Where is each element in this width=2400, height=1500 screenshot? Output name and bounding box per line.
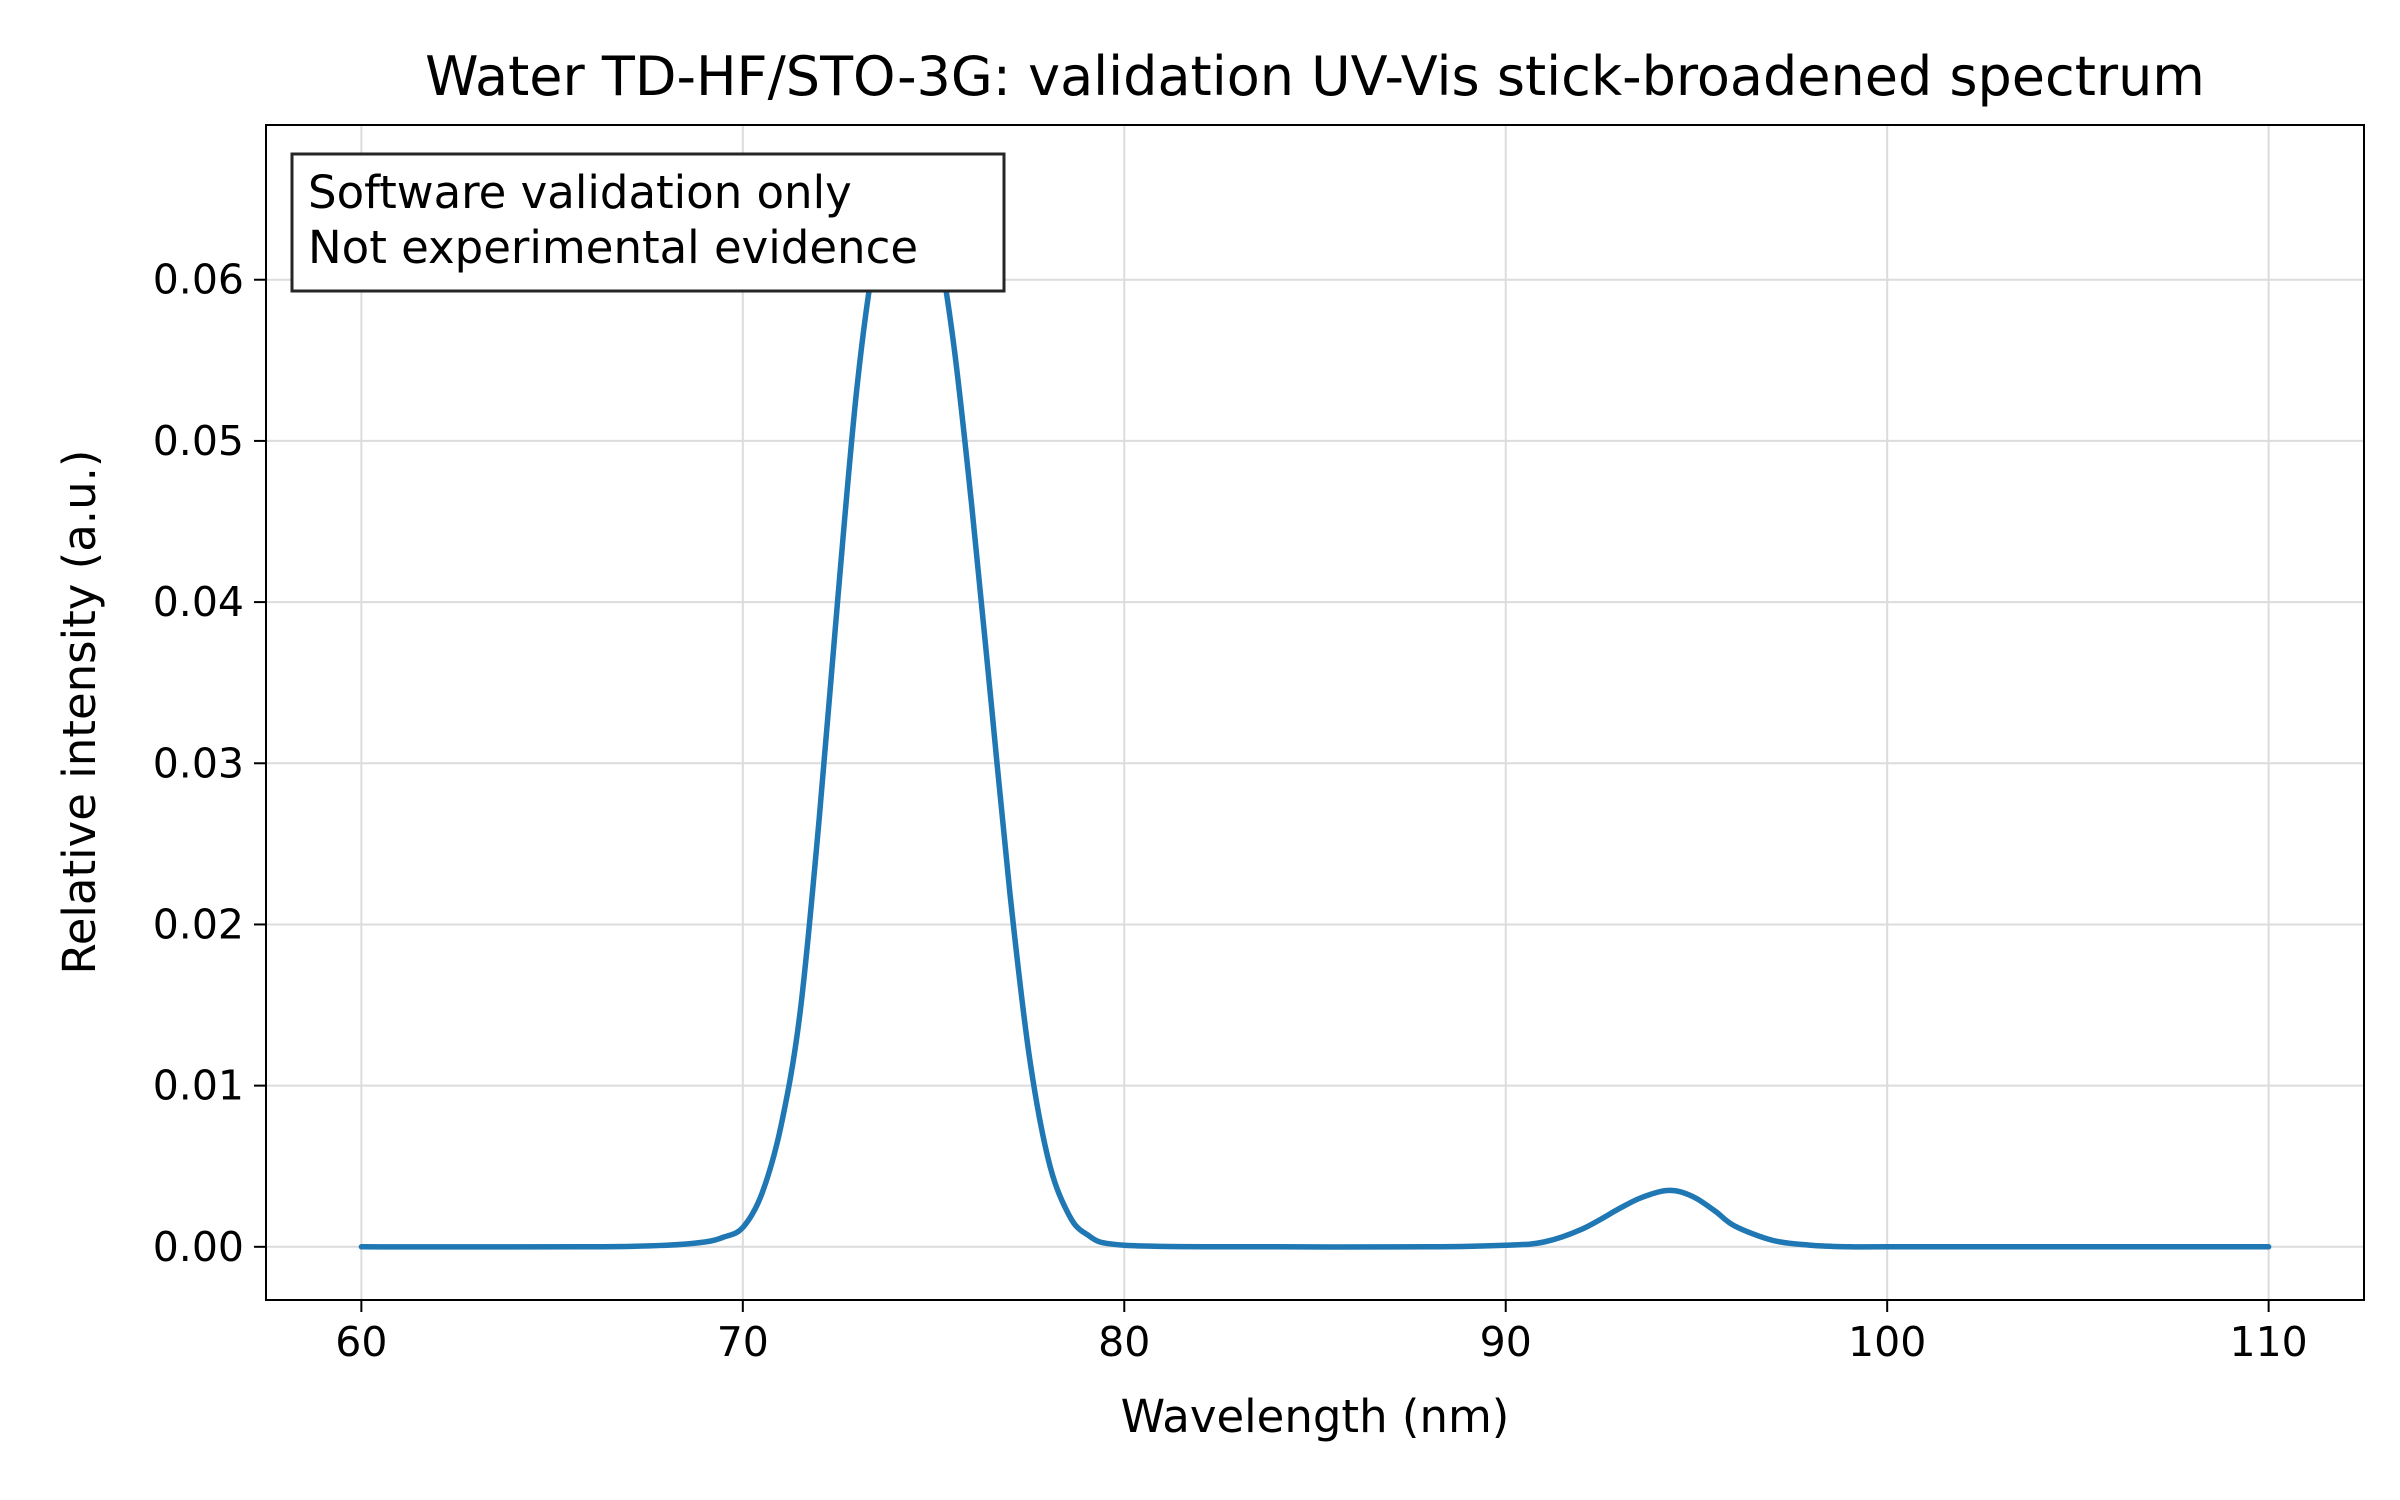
y-axis-label: Relative intensity (a.u.) (53, 450, 106, 975)
x-tick-label: 70 (717, 1318, 769, 1366)
x-tick-label: 80 (1098, 1318, 1150, 1366)
y-tick-label: 0.02 (153, 900, 244, 948)
y-tick-label: 0.06 (153, 256, 244, 304)
y-tick-label: 0.00 (153, 1223, 244, 1271)
validation-note: Software validation only Not experimenta… (290, 152, 1006, 293)
y-tick-label: 0.05 (153, 417, 244, 465)
x-axis: 60 70 80 90 100 110 (335, 1300, 2308, 1366)
y-tick-label: 0.03 (153, 739, 244, 787)
x-tick-label: 100 (1848, 1318, 1926, 1366)
x-tick-label: 110 (2230, 1318, 2308, 1366)
plot-frame (265, 124, 2365, 1301)
validation-note-line-1: Software validation only (308, 166, 852, 219)
y-axis: 0.00 0.01 0.02 0.03 0.04 0.05 0.06 (153, 256, 266, 1271)
spectrum-line (358, 175, 2272, 1250)
grid-lines (266, 125, 2364, 1300)
chart-title: Water TD-HF/STO-3G: validation UV-Vis st… (425, 45, 2205, 108)
y-tick-label: 0.04 (153, 578, 244, 626)
y-tick-label: 0.01 (153, 1062, 244, 1110)
validation-note-box (290, 152, 1006, 293)
x-axis-label: Wavelength (nm) (1121, 1390, 1510, 1443)
series-layer (358, 175, 2272, 1250)
x-tick-label: 90 (1480, 1318, 1532, 1366)
x-tick-label: 60 (335, 1318, 387, 1366)
validation-note-line-2: Not experimental evidence (308, 221, 918, 274)
